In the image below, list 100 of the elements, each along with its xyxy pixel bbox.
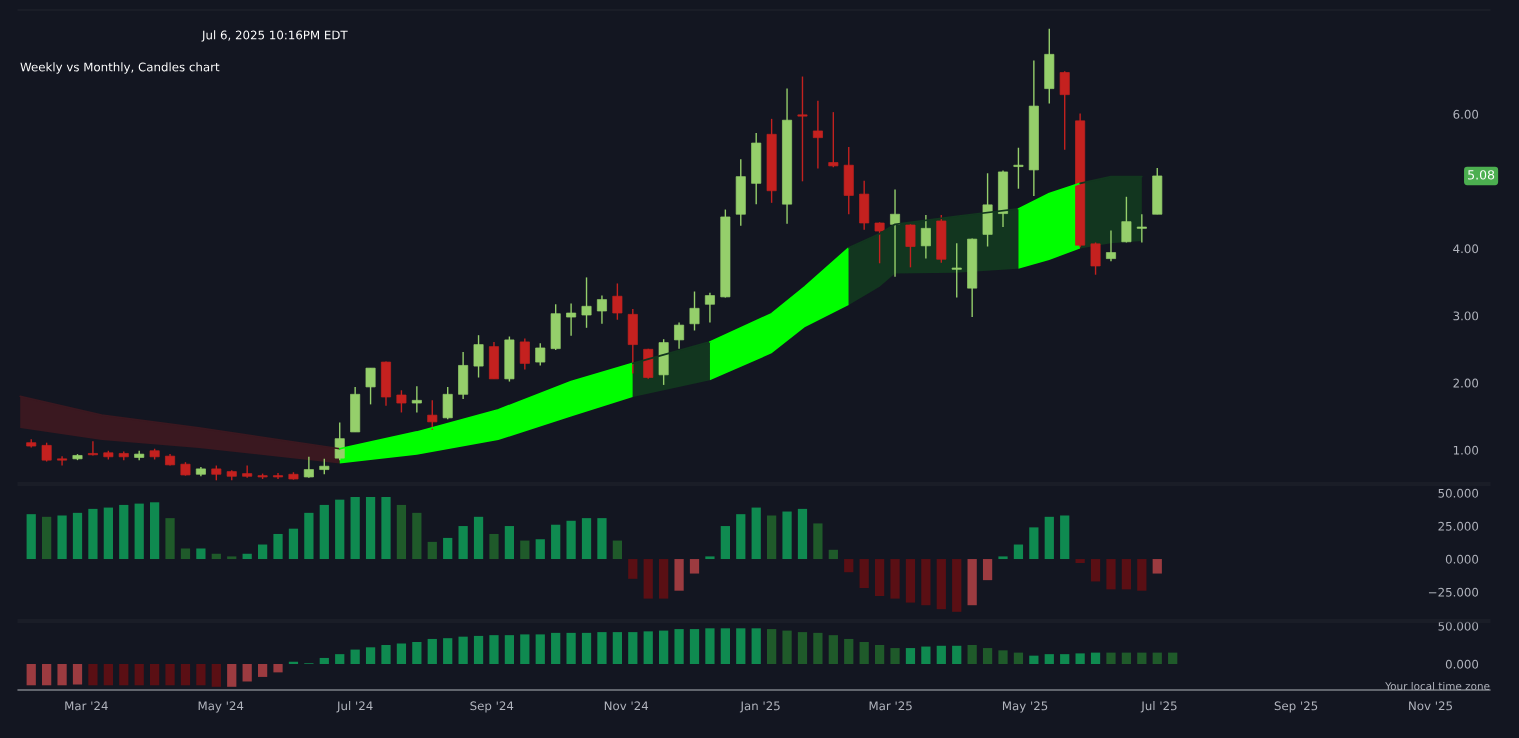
bar xyxy=(458,636,468,665)
bar xyxy=(350,497,360,560)
bar xyxy=(26,514,36,560)
bar xyxy=(288,528,299,560)
candlestick xyxy=(1059,70,1070,151)
candlestick xyxy=(905,223,916,269)
candlestick xyxy=(828,111,839,168)
bar xyxy=(304,512,314,560)
candlestick xyxy=(1136,213,1147,244)
bar xyxy=(1106,652,1116,665)
bar xyxy=(88,664,98,686)
annotation: 5.08 xyxy=(1468,170,1495,180)
bar xyxy=(813,632,823,665)
candlestick xyxy=(689,290,700,332)
bar xyxy=(612,540,622,560)
bar xyxy=(674,559,684,591)
bar xyxy=(88,508,98,560)
bar xyxy=(936,559,946,610)
bar xyxy=(72,512,83,560)
candlestick xyxy=(951,242,962,299)
bar xyxy=(335,654,345,665)
bar xyxy=(736,514,746,560)
bar xyxy=(674,629,684,665)
bar xyxy=(365,647,376,665)
bar xyxy=(905,648,916,665)
bar xyxy=(566,632,576,665)
y-tick-label: 50.000 xyxy=(1438,621,1479,631)
y-tick-label: 25.000 xyxy=(1438,521,1479,531)
bar xyxy=(381,497,391,560)
x-tick-label: Sep '24 xyxy=(470,701,514,713)
bar xyxy=(982,648,993,665)
bar xyxy=(381,645,391,665)
bar xyxy=(859,559,869,589)
bar xyxy=(689,629,700,665)
bar xyxy=(103,507,113,560)
bar xyxy=(150,664,160,686)
bar xyxy=(767,629,777,665)
text: Weekly vs Monthly, Candles chart xyxy=(20,62,220,74)
bar xyxy=(1075,653,1085,665)
bar xyxy=(597,632,607,665)
bar xyxy=(119,664,129,686)
candlestick xyxy=(303,456,314,479)
bar xyxy=(257,664,268,677)
bar xyxy=(396,643,407,665)
candlestick xyxy=(411,385,422,414)
bar xyxy=(1106,559,1116,590)
x-tick-label: Sep '25 xyxy=(1274,701,1318,713)
bar xyxy=(1044,516,1054,560)
bar xyxy=(1121,559,1132,590)
bar xyxy=(427,638,437,665)
bar xyxy=(921,559,931,606)
bar xyxy=(103,664,113,686)
bar xyxy=(905,559,916,603)
candlestick xyxy=(797,75,808,183)
bar xyxy=(659,559,669,599)
bar xyxy=(242,553,252,560)
bar xyxy=(350,649,360,665)
bar xyxy=(1137,652,1147,665)
bar xyxy=(180,664,191,686)
bar xyxy=(196,548,206,560)
bar xyxy=(921,646,931,665)
bar xyxy=(952,559,962,612)
bar xyxy=(659,630,669,665)
bar xyxy=(535,539,545,560)
bar xyxy=(227,556,237,560)
bar xyxy=(705,556,715,560)
candlestick xyxy=(1106,229,1116,262)
bar xyxy=(134,503,144,560)
bar xyxy=(535,634,545,665)
bar xyxy=(1137,559,1147,591)
bar xyxy=(427,541,437,560)
x-tick-label: May '25 xyxy=(1002,701,1048,713)
candlestick xyxy=(535,342,546,367)
y-tick-label: 6.00 xyxy=(1453,109,1479,119)
bar xyxy=(257,544,268,560)
candlestick xyxy=(1013,147,1024,190)
bar xyxy=(720,628,730,665)
bar xyxy=(782,630,792,665)
bar xyxy=(1044,654,1054,665)
y-tick-label: 0.000 xyxy=(1445,554,1479,564)
bar xyxy=(874,559,885,596)
bar xyxy=(42,664,52,686)
bar xyxy=(1060,654,1070,665)
bar xyxy=(196,664,206,686)
bar xyxy=(443,638,453,665)
bar xyxy=(751,628,761,665)
candlestick xyxy=(473,334,484,379)
bar xyxy=(1075,559,1085,563)
bar xyxy=(1152,652,1162,665)
bar xyxy=(551,632,561,665)
bar xyxy=(628,559,638,579)
bar xyxy=(767,515,777,560)
bar xyxy=(473,635,484,665)
bar xyxy=(1013,544,1024,560)
candlestick xyxy=(442,386,453,420)
candlestick xyxy=(566,302,577,337)
bar xyxy=(581,632,592,665)
candlestick xyxy=(519,337,530,371)
bar xyxy=(689,559,700,574)
bar xyxy=(998,556,1008,560)
